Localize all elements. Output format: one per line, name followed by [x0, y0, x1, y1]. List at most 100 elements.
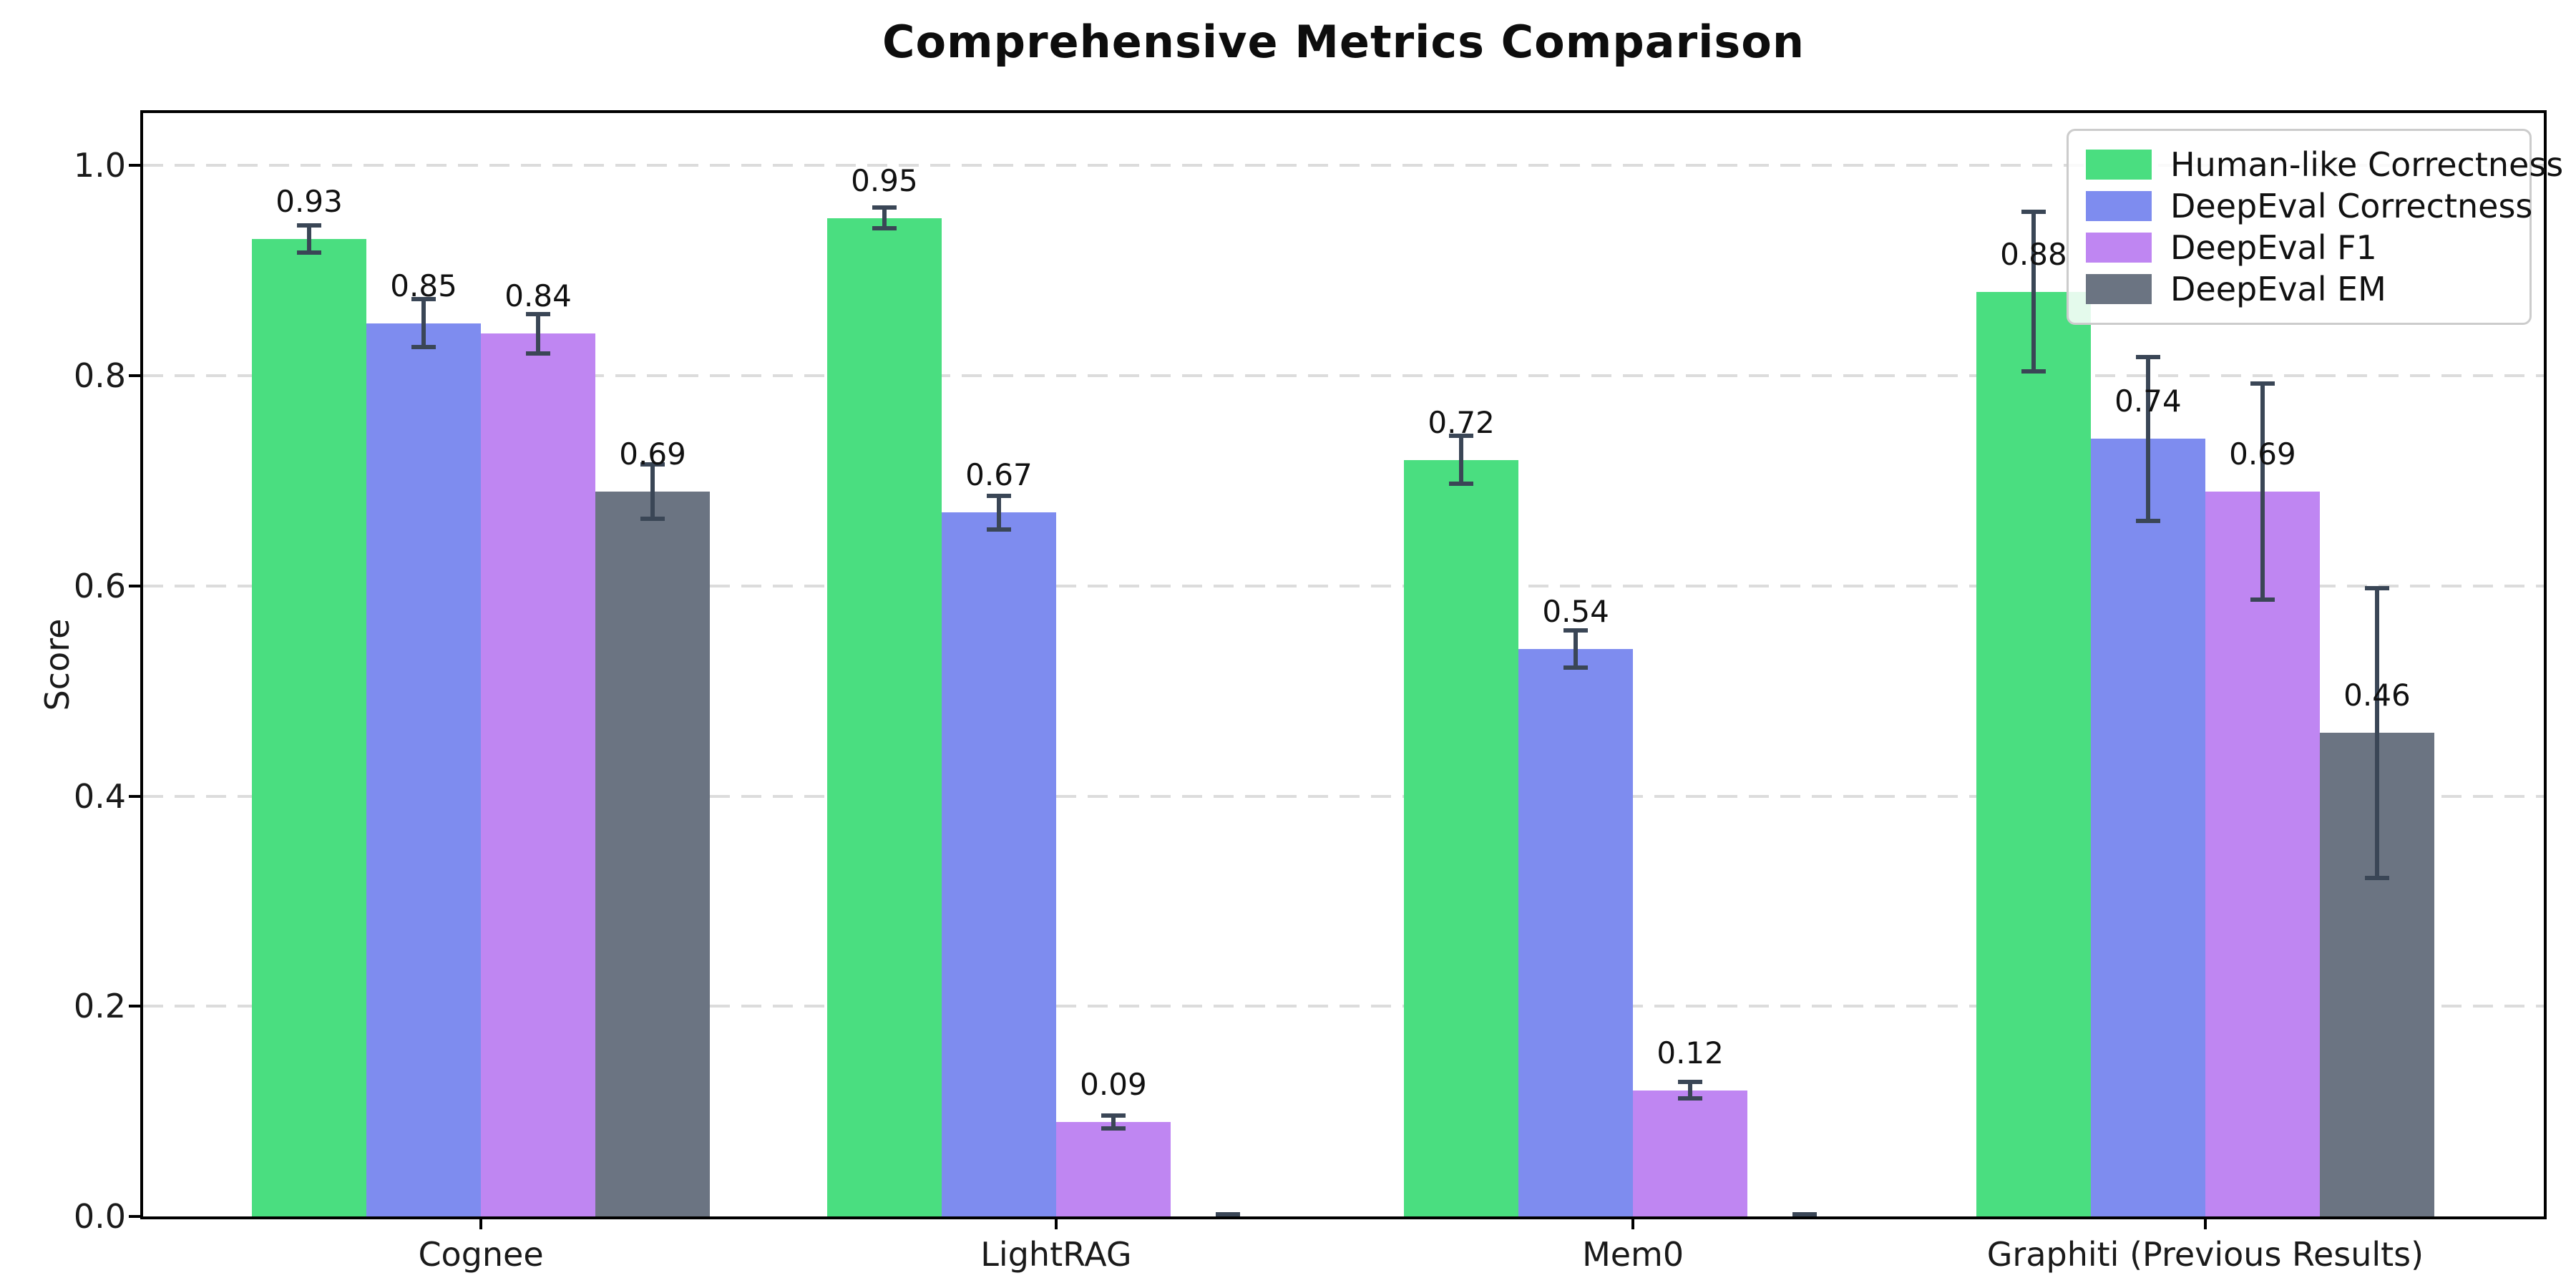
x-tick-mark	[479, 1218, 483, 1229]
error-bar-cap-bottom	[1101, 1126, 1126, 1131]
bar-value-label: 0.72	[1428, 404, 1495, 440]
error-bar-cap-top	[1563, 628, 1589, 633]
error-bar-line	[2260, 381, 2265, 602]
bar-value-label: 0.88	[2000, 236, 2067, 272]
gridline	[143, 794, 2544, 798]
error-bar-cap-top	[526, 311, 551, 316]
x-tick-label: Cognee	[418, 1235, 544, 1274]
legend-swatch	[2086, 233, 2152, 263]
error-bar-cap-top	[297, 223, 322, 228]
y-tick-label: 0.2	[73, 987, 126, 1026]
error-bar	[1792, 1212, 1818, 1216]
error-bar	[411, 297, 436, 350]
error-bar-cap-top	[1678, 1080, 1703, 1085]
bar-value-label: 0.09	[1080, 1066, 1147, 1102]
bar	[2090, 439, 2205, 1216]
legend-swatch	[2086, 274, 2152, 304]
legend-label: DeepEval EM	[2170, 270, 2386, 308]
bar-value-label: 0.95	[851, 162, 918, 198]
error-bar-line	[1459, 433, 1464, 487]
error-bar	[640, 462, 665, 521]
error-bar-line	[650, 462, 655, 521]
chart-title: Comprehensive Metrics Comparison	[882, 16, 1805, 68]
gridline	[143, 374, 2544, 378]
error-bar-cap-top	[2364, 585, 2389, 590]
legend: Human-like Correctness DeepEval Correctne…	[2067, 129, 2563, 325]
error-bar-cap-bottom	[526, 351, 551, 356]
legend-swatch	[2086, 150, 2152, 180]
error-bar	[2135, 354, 2160, 523]
bar-value-label: 0.93	[275, 184, 343, 220]
bar	[941, 512, 1056, 1216]
error-bar-line	[421, 297, 426, 350]
error-bar-cap-top	[986, 493, 1011, 498]
bar-value-label: 0.85	[390, 268, 457, 303]
error-bar-cap-bottom	[872, 226, 897, 231]
error-bar-cap-top	[1101, 1113, 1126, 1118]
error-bar-line	[1574, 628, 1579, 670]
error-bar	[872, 205, 897, 231]
y-tick-label: 0.8	[73, 356, 126, 396]
error-bar-line	[882, 205, 887, 231]
x-tick-label: LightRAG	[980, 1235, 1132, 1274]
error-bar-cap-bottom	[1449, 482, 1474, 487]
error-bar	[986, 493, 1011, 532]
y-tick-label: 1.0	[73, 146, 126, 185]
y-tick-label: 0.4	[73, 776, 126, 816]
error-bar	[2364, 585, 2389, 881]
x-tick-mark	[2203, 1218, 2207, 1229]
error-bar-cap-top	[2135, 354, 2160, 359]
error-bar-cap-bottom	[411, 345, 436, 350]
error-bar-cap-top	[2021, 210, 2046, 215]
plot-area: 0.93 0.85 0.84 0.69 0.95 0.67 0.09 0.72 0.54 0.12…	[143, 113, 2544, 1216]
bar	[366, 323, 482, 1216]
gridline	[143, 164, 2544, 167]
bar	[2205, 491, 2320, 1216]
error-bar-line	[1688, 1080, 1693, 1101]
error-bar-cap-bottom	[640, 516, 665, 521]
legend-item: DeepEval EM	[2086, 268, 2512, 310]
legend-label: DeepEval F1	[2170, 228, 2377, 267]
legend-item: DeepEval F1	[2086, 227, 2512, 268]
bar	[595, 491, 711, 1216]
y-tick-mark	[129, 1215, 142, 1218]
bar-value-label: 0.12	[1657, 1035, 1724, 1070]
bar-value-label: 0.74	[2114, 384, 2182, 419]
error-bar	[1563, 628, 1589, 670]
x-tick-mark	[1054, 1218, 1058, 1229]
error-bar	[2021, 210, 2046, 374]
error-bar	[1215, 1212, 1240, 1216]
error-bar-cap-top	[2250, 381, 2275, 386]
error-bar-cap-top	[1792, 1212, 1818, 1216]
bar	[826, 218, 942, 1216]
error-bar-line	[536, 311, 541, 356]
error-bar-line	[996, 493, 1001, 532]
legend-label: Human-like Correctness	[2170, 145, 2564, 184]
bar-value-label: 0.46	[2343, 678, 2411, 713]
error-bar-line	[2374, 585, 2379, 881]
error-bar	[1449, 433, 1474, 487]
bar-value-label: 0.69	[619, 436, 686, 472]
error-bar-cap-top	[1215, 1212, 1240, 1216]
error-bar-cap-bottom	[2135, 518, 2160, 523]
bar	[252, 239, 367, 1216]
error-bar-cap-bottom	[2364, 876, 2389, 881]
y-tick-label: 0.0	[73, 1197, 126, 1236]
error-bar-cap-bottom	[1678, 1096, 1703, 1101]
legend-item: DeepEval Correctness	[2086, 185, 2532, 227]
y-tick-mark	[129, 374, 142, 378]
gridline	[143, 584, 2544, 587]
error-bar-cap-bottom	[986, 527, 1011, 532]
bar	[1055, 1121, 1171, 1216]
y-tick-label: 0.6	[73, 566, 126, 605]
x-tick-label: Graphiti (Previous Results)	[1986, 1235, 2424, 1274]
bar-value-label: 0.54	[1542, 593, 1609, 629]
gridline	[143, 1005, 2544, 1008]
y-tick-mark	[129, 794, 142, 798]
error-bar	[297, 223, 322, 255]
error-bar-line	[1111, 1113, 1116, 1131]
error-bar-cap-top	[411, 297, 436, 302]
error-bar-cap-bottom	[2021, 369, 2046, 374]
error-bar-line	[2145, 354, 2150, 523]
